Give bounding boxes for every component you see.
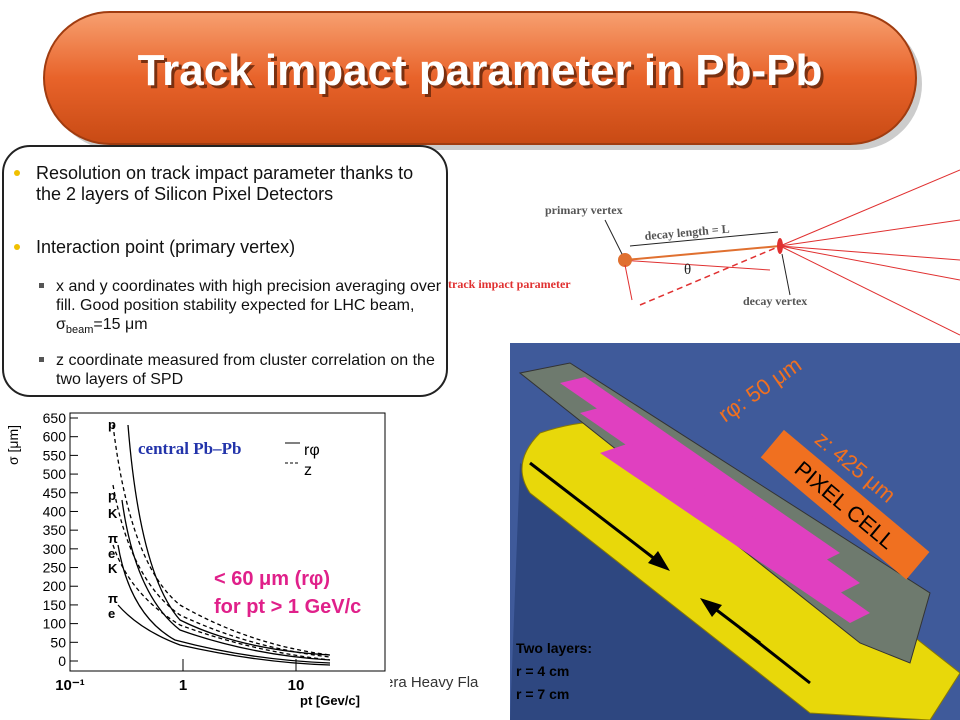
label: primary vertex: [545, 203, 623, 217]
particle-label: K: [108, 561, 118, 576]
arrowhead: [648, 551, 670, 571]
extrapolation: [639, 245, 781, 306]
resolution-plot: σ [μm] pt [Gev/c] central Pb–Pb rφ z < 6…: [0, 405, 390, 720]
layers-label: Two layers:: [516, 640, 592, 656]
layers-label: r = 7 cm: [516, 686, 569, 702]
plot-frame: [69, 412, 386, 672]
y-tick-label: 600: [43, 429, 67, 445]
text: x and y coordinates with high precision …: [56, 278, 442, 314]
y-tick-label: 450: [43, 485, 67, 501]
banner: [43, 11, 917, 145]
title-shadow: Track impact parameter in Pb-Pb: [141, 49, 826, 98]
y-tick-label: 650: [43, 410, 67, 426]
vertex-diagram: primary vertex decay length = L θ track …: [448, 169, 960, 336]
text-box: Resolution on track impact parameter tha…: [2, 145, 448, 397]
particle-label: e: [108, 606, 115, 621]
track: [619, 259, 771, 271]
annotation: < 60 μm (rφ): [214, 568, 330, 590]
particle-label: p: [108, 417, 116, 432]
legend-title: central Pb–Pb: [138, 439, 241, 458]
bullet: Interaction point (primary vertex): [14, 237, 436, 258]
x-tick-label: 1: [179, 677, 187, 694]
y-tick-label: 500: [43, 466, 67, 482]
title-banner: Track impact parameter in Pb-Pb Track im…: [43, 11, 922, 150]
length-line: [629, 231, 779, 247]
sub-bullet: x and y coordinates with high precision …: [39, 277, 451, 340]
module-strips: [560, 377, 870, 623]
particle-label: π: [108, 591, 118, 606]
y-tick-label: 100: [43, 616, 67, 632]
pointer: [604, 219, 623, 255]
arrow: [529, 461, 661, 565]
primary-vertex-dot: [618, 253, 632, 267]
track: [779, 219, 960, 247]
y-tick-label: 550: [43, 447, 67, 463]
bullet: Resolution on track impact parameter tha…: [14, 163, 436, 205]
y-tick-label: 400: [43, 503, 67, 519]
y-tick-label: 300: [43, 541, 67, 557]
legend-entry: z: [304, 462, 312, 479]
cell-box: [760, 429, 930, 580]
subscript: beam: [65, 324, 94, 337]
label: decay vertex: [743, 294, 807, 308]
footer: era Heavy Fla: [385, 674, 479, 691]
symbol: σ: [56, 316, 66, 333]
label: track impact parameter: [448, 277, 571, 291]
y-tick-label: 0: [58, 653, 66, 669]
label: θ: [684, 262, 691, 278]
label: decay length = L: [644, 222, 730, 243]
curves: [112, 424, 331, 666]
y-tick-label: 350: [43, 522, 67, 538]
text: =15 μm: [93, 316, 148, 333]
track: [779, 169, 960, 247]
y-tick-label: 250: [43, 560, 67, 576]
arrow: [739, 626, 811, 685]
track: [779, 245, 960, 281]
plot-bg: [0, 405, 390, 720]
y-axis-label: σ [μm]: [5, 425, 21, 465]
track: [779, 245, 960, 336]
y-tick-label: 200: [43, 578, 67, 594]
track: [779, 245, 960, 261]
arrowhead: [700, 598, 722, 617]
particle-label: p: [108, 488, 116, 503]
legend-entry: rφ: [304, 442, 320, 459]
x-axis-label: pt [Gev/c]: [300, 693, 360, 708]
y-tick-label: 150: [43, 597, 67, 613]
y-tick-label: 50: [50, 634, 66, 650]
particle-label: K: [108, 506, 118, 521]
layers-label: r = 4 cm: [516, 663, 569, 679]
x-tick-label: 10: [288, 677, 305, 694]
detector-image: PIXEL CELL z: 425 μm rφ: 50 μm Two layer…: [510, 343, 960, 720]
sub-bullet: z coordinate measured from cluster corre…: [39, 352, 435, 388]
particle-label: e: [108, 546, 115, 561]
annotation: for pt > 1 GeV/c: [214, 596, 361, 618]
title: Track impact parameter in Pb-Pb: [138, 46, 823, 95]
impact-line: [624, 264, 633, 301]
decay-vertex-dot: [777, 238, 783, 254]
pointer: [781, 253, 791, 296]
shade: [510, 463, 930, 720]
x-tick-label: 10⁻¹: [55, 677, 85, 694]
particle-label: π: [108, 531, 118, 546]
decay-path: [624, 245, 781, 261]
